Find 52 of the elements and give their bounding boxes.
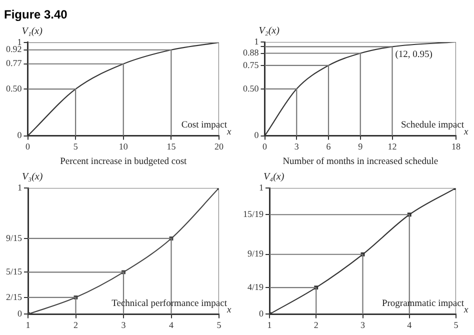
- x-tick-label: 5: [454, 320, 459, 330]
- y-tick-label: 0.92: [6, 44, 22, 54]
- y-tick-label: 0: [18, 308, 22, 319]
- y-tick-label: 0: [254, 130, 260, 140]
- y-tick-label: 0.77: [6, 58, 22, 68]
- text: x: [463, 127, 469, 138]
- x-tick-label: 15: [166, 142, 176, 152]
- annotation: (12, 0.95): [395, 50, 432, 60]
- y-tick-label: 0.88: [243, 48, 260, 58]
- x-tick-label: 1: [267, 320, 272, 330]
- x-tick-label: 2: [314, 320, 318, 330]
- y-tick-label: 0.50: [6, 83, 22, 94]
- y-tick-label: 9/19: [247, 248, 264, 259]
- y-tick-label: 1: [254, 36, 259, 46]
- y-axis-title: V₂(x): [258, 26, 280, 37]
- y-tick-label: 4/19: [247, 282, 264, 292]
- y-tick-label: 9/15: [6, 232, 22, 243]
- y-tick-label: 2/15: [6, 292, 22, 302]
- y-axis-title: V₃(x): [22, 172, 44, 183]
- text: x: [226, 306, 232, 316]
- y-tick-label: 1: [17, 36, 22, 47]
- x-tick-label: 3: [360, 320, 366, 330]
- x-tick-label: 12: [388, 142, 397, 152]
- y-axis-title: V₄(x): [264, 172, 285, 183]
- x-tick-label: 10: [118, 142, 128, 152]
- y-tick-label: 1: [259, 182, 264, 192]
- x-tick-label: 5: [216, 320, 222, 330]
- y-tick-label: 1: [18, 182, 22, 192]
- x-tick-label: 4: [169, 320, 174, 330]
- text: x: [226, 127, 232, 138]
- x-tick-label: 0: [26, 142, 30, 152]
- x-tick-label: 4: [407, 320, 412, 330]
- y-tick-label: 0.50: [243, 83, 260, 94]
- x-tick-label: 2: [74, 320, 78, 330]
- x-tick-label: 6: [326, 142, 332, 152]
- x-axis-title: Percent increase in budgeted cost: [60, 156, 188, 167]
- chart-title: Figure 3.40: [4, 8, 68, 22]
- x-tick-label: 5: [73, 142, 78, 152]
- x-tick-label: 3: [121, 320, 126, 330]
- x-tick-label: 18: [452, 142, 461, 152]
- y-tick-label: 5/15: [6, 266, 22, 277]
- x-tick-label: 20: [214, 142, 224, 152]
- y-tick-label: 0.75: [243, 60, 260, 70]
- x-tick-label: 1: [26, 320, 30, 330]
- y-tick-label: 15/19: [242, 208, 264, 219]
- text: x: [463, 306, 469, 316]
- y-tick-label: 0: [259, 308, 264, 319]
- y-tick-label: 0: [17, 130, 22, 140]
- x-tick-label: 3: [294, 142, 300, 152]
- x-axis-title: Number of months in increased schedule: [282, 156, 438, 167]
- x-tick-label: 9: [358, 142, 364, 152]
- y-axis-title: V₁(x): [22, 26, 44, 38]
